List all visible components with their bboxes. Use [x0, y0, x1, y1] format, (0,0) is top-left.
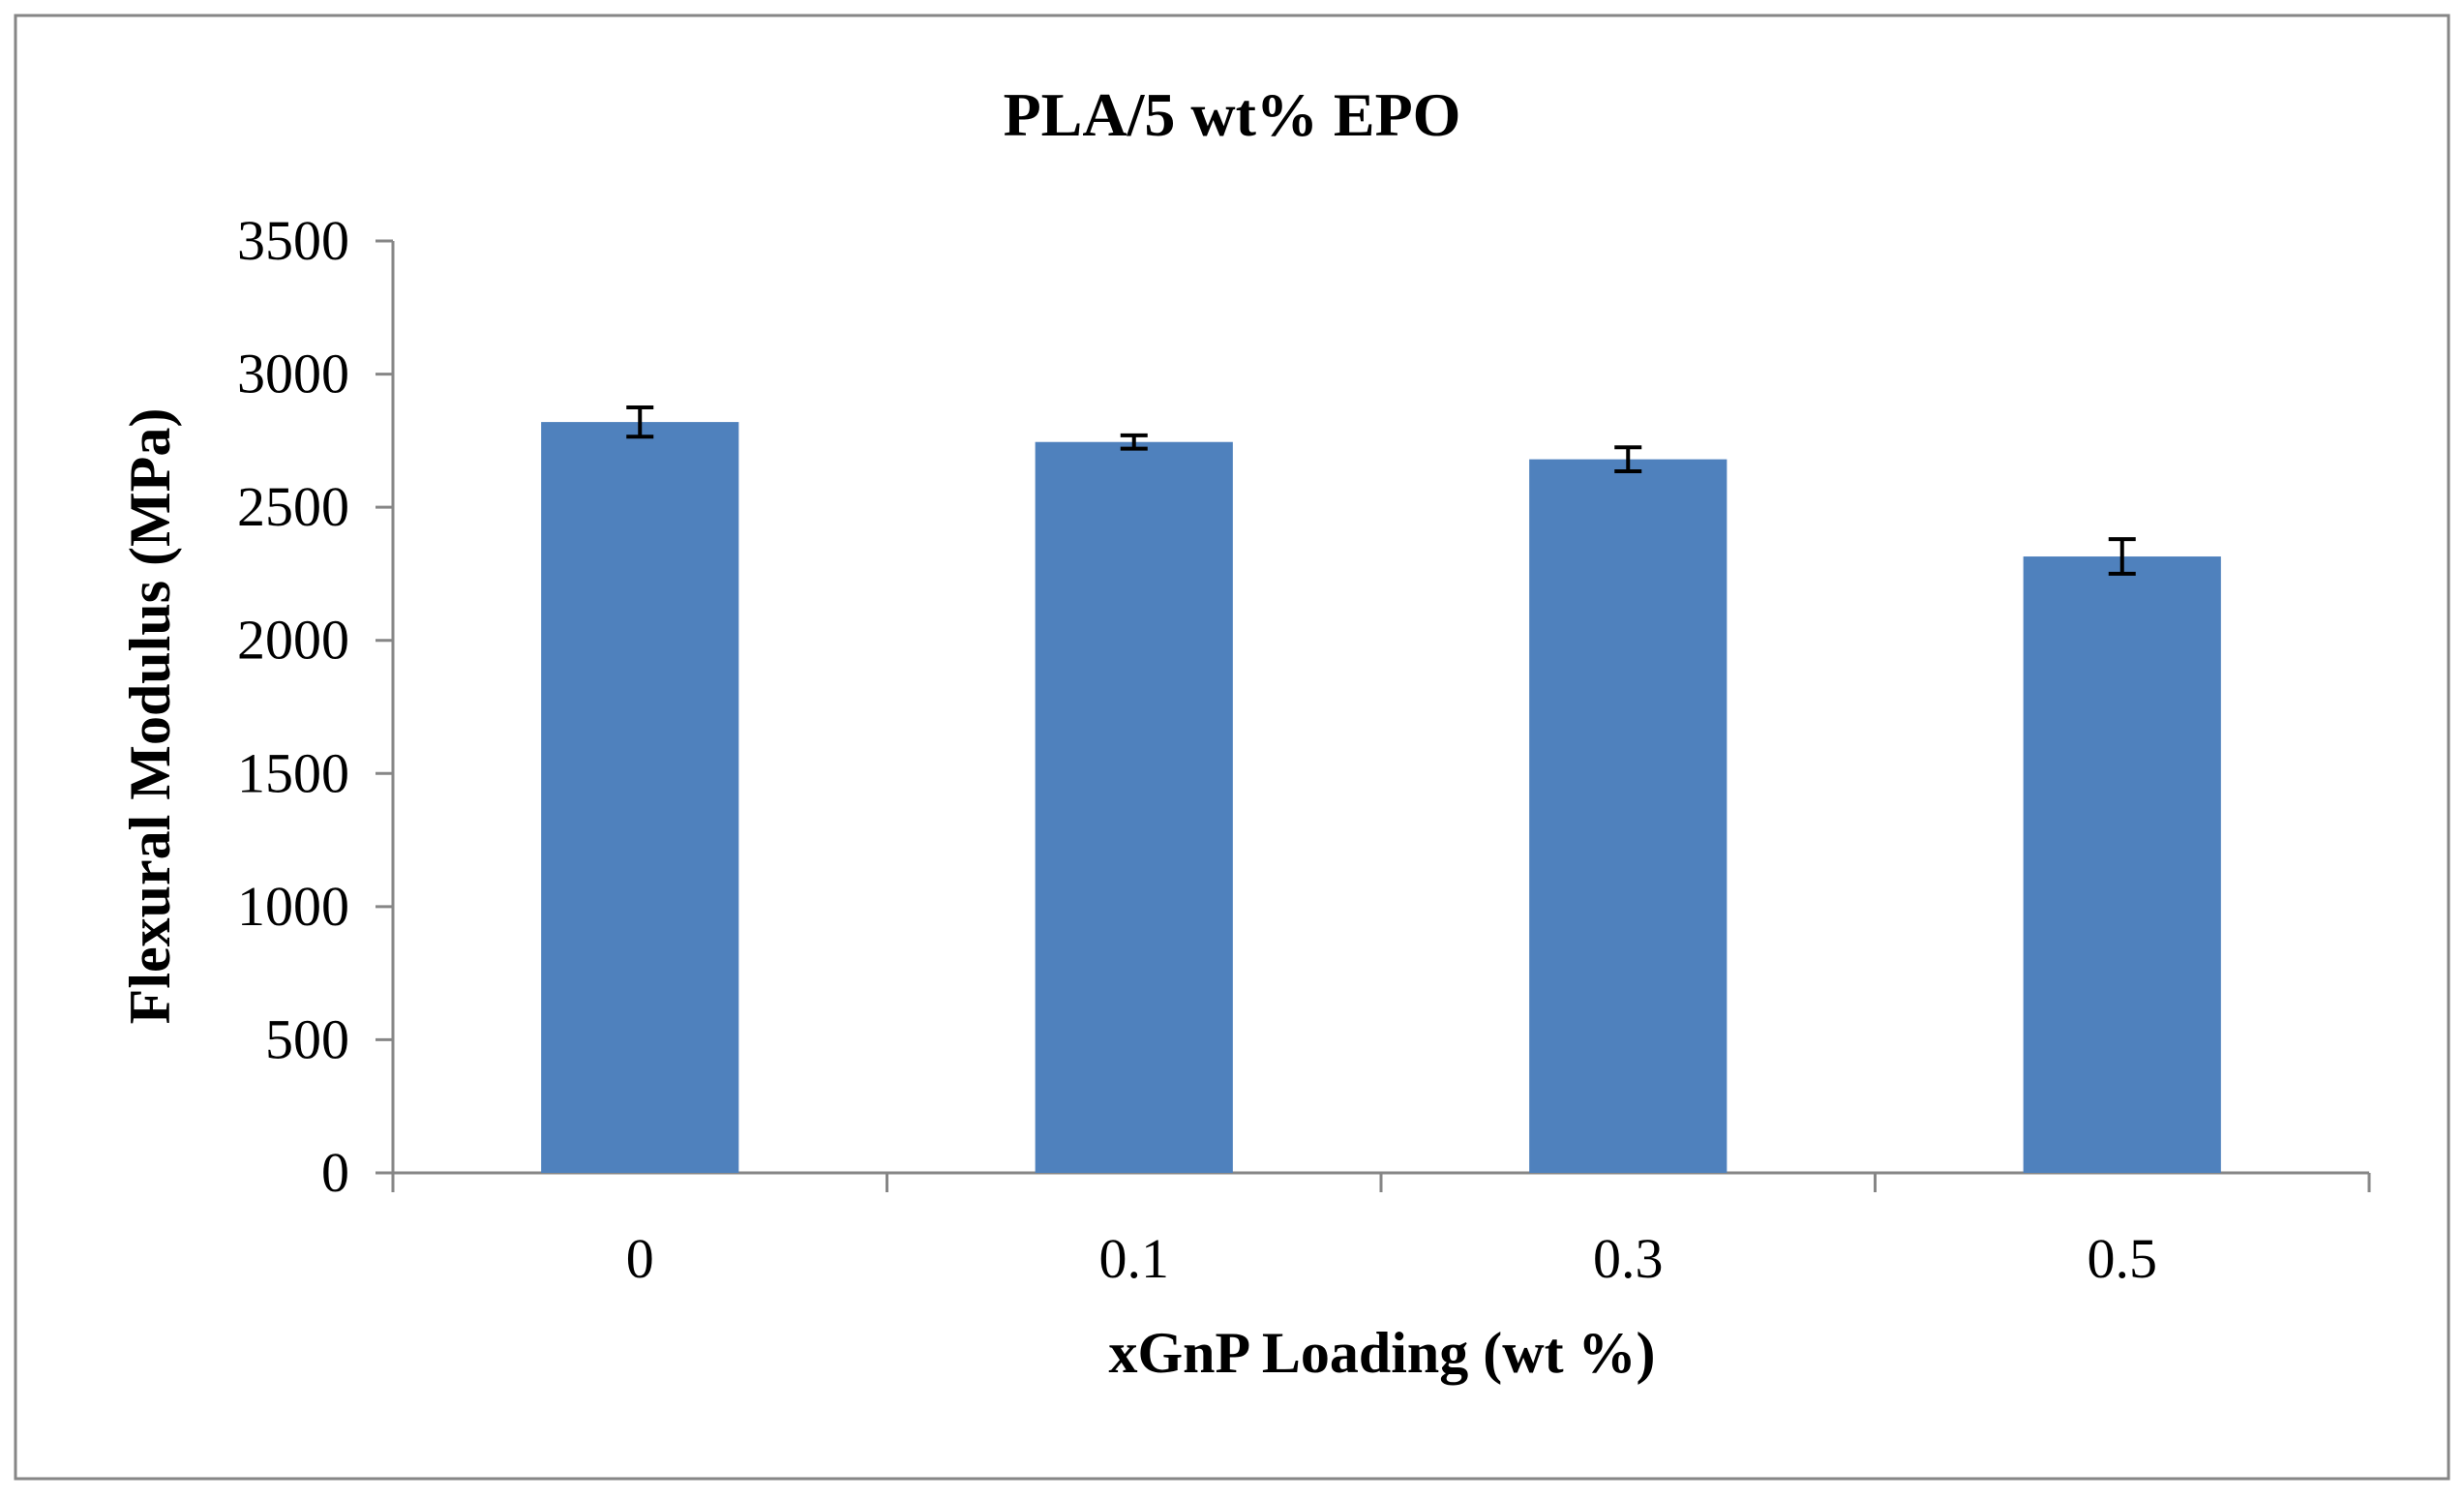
y-tick-label: 500 — [265, 1007, 349, 1070]
bar-0_5 — [2023, 556, 2221, 1173]
y-tick-label: 3500 — [237, 209, 349, 272]
x-tick-label: 0.1 — [1099, 1227, 1170, 1290]
x-tick-label: 0.3 — [1593, 1227, 1664, 1290]
x-axis-title: xGnP Loading (wt %) — [1108, 1321, 1655, 1385]
y-tick-label: 1000 — [237, 875, 349, 938]
y-tick-label: 3000 — [237, 343, 349, 405]
y-tick-label: 2500 — [237, 475, 349, 538]
bar-0_3 — [1529, 459, 1728, 1173]
y-axis-title: Flexural Modulus (MPa) — [118, 408, 182, 1025]
y-tick-label: 1500 — [237, 741, 349, 804]
chart-title: PLA/5 wt% EPO — [1004, 80, 1461, 149]
y-tick-label: 2000 — [237, 609, 349, 672]
x-tick-label: 0 — [626, 1227, 654, 1290]
bar-0_1 — [1035, 441, 1233, 1173]
bar-0 — [541, 422, 739, 1173]
x-tick-label: 0.5 — [2088, 1227, 2158, 1290]
y-tick-label: 0 — [321, 1141, 349, 1204]
plot-area: 0 500 1000 1500 2000 2500 3000 3500 0 0.1 0.3 0.5 — [237, 209, 2371, 1290]
